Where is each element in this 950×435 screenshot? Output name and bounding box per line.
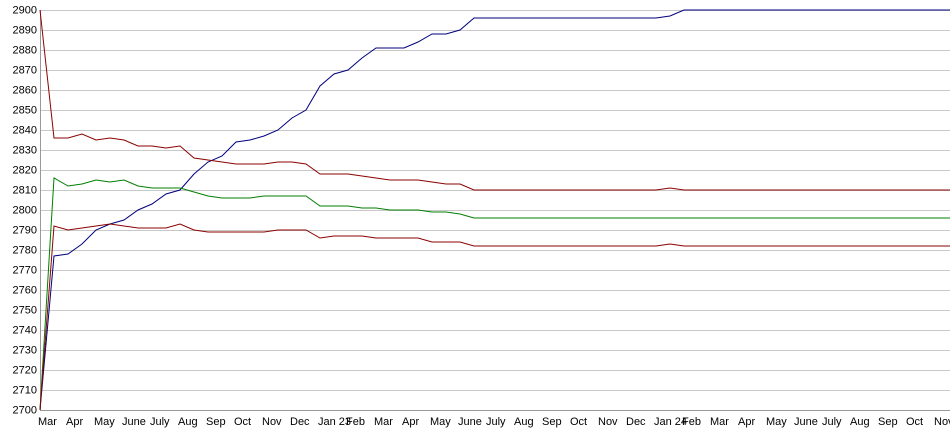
x-tick-label: Dec xyxy=(626,416,646,428)
y-tick-label: 2740 xyxy=(13,324,37,336)
x-tick-label: Oct xyxy=(234,416,251,428)
y-tick-label: 2760 xyxy=(13,284,37,296)
x-tick-label: Aug xyxy=(514,416,534,428)
x-tick-label: Nov xyxy=(598,416,618,428)
y-tick-label: 2750 xyxy=(13,304,37,316)
y-tick-label: 2780 xyxy=(13,244,37,256)
series-line xyxy=(39,9,950,191)
x-tick-label: Mar xyxy=(38,416,57,428)
x-tick-label: May xyxy=(430,416,451,428)
x-tick-label: June xyxy=(458,416,482,428)
y-tick-label: 2770 xyxy=(13,264,37,276)
y-tick-label: 2850 xyxy=(13,104,37,116)
x-tick-label: Oct xyxy=(906,416,923,428)
x-tick-label: Aug xyxy=(850,416,870,428)
y-tick-label: 2830 xyxy=(13,144,37,156)
x-tick-label: July xyxy=(486,416,506,428)
x-tick-label: Apr xyxy=(66,416,83,428)
y-tick-label: 2840 xyxy=(13,124,37,136)
x-tick-label: Aug xyxy=(178,416,198,428)
y-tick-label: 2790 xyxy=(13,224,37,236)
y-tick-label: 2880 xyxy=(13,44,37,56)
y-tick-label: 2860 xyxy=(13,84,37,96)
y-tick-label: 2710 xyxy=(13,384,37,396)
x-tick-label: May xyxy=(94,416,115,428)
x-tick-label: Oct xyxy=(570,416,587,428)
x-tick-label: Feb xyxy=(346,416,365,428)
y-tick-label: 2700 xyxy=(13,404,37,416)
series-line xyxy=(39,9,950,411)
x-tick-label: June xyxy=(122,416,146,428)
x-tick-label: Nov xyxy=(262,416,282,428)
x-tick-label: Feb xyxy=(682,416,701,428)
x-tick-label: Mar xyxy=(710,416,729,428)
y-tick-label: 2800 xyxy=(13,204,37,216)
x-tick-label: Apr xyxy=(738,416,755,428)
y-tick-label: 2730 xyxy=(13,344,37,356)
y-tick-label: 2900 xyxy=(13,4,37,16)
x-tick-label: Jan 23 xyxy=(318,416,351,428)
x-tick-label: July xyxy=(822,416,842,428)
x-tick-label: Sep xyxy=(206,416,226,428)
y-tick-label: 2820 xyxy=(13,164,37,176)
y-tick-label: 2810 xyxy=(13,184,37,196)
x-tick-label: Mar xyxy=(374,416,393,428)
series-line xyxy=(39,223,950,411)
x-tick-label: Sep xyxy=(878,416,898,428)
y-tick-label: 2720 xyxy=(13,364,37,376)
x-tick-label: Dec xyxy=(290,416,310,428)
x-tick-label: July xyxy=(150,416,170,428)
x-tick-label: Sep xyxy=(542,416,562,428)
x-tick-label: Apr xyxy=(402,416,419,428)
x-tick-label: May xyxy=(766,416,787,428)
x-tick-label: Jan 24 xyxy=(654,416,687,428)
y-tick-label: 2890 xyxy=(13,24,37,36)
series-line xyxy=(39,177,950,411)
x-tick-label: June xyxy=(794,416,818,428)
x-tick-label: Nov xyxy=(934,416,950,428)
y-tick-label: 2870 xyxy=(13,64,37,76)
